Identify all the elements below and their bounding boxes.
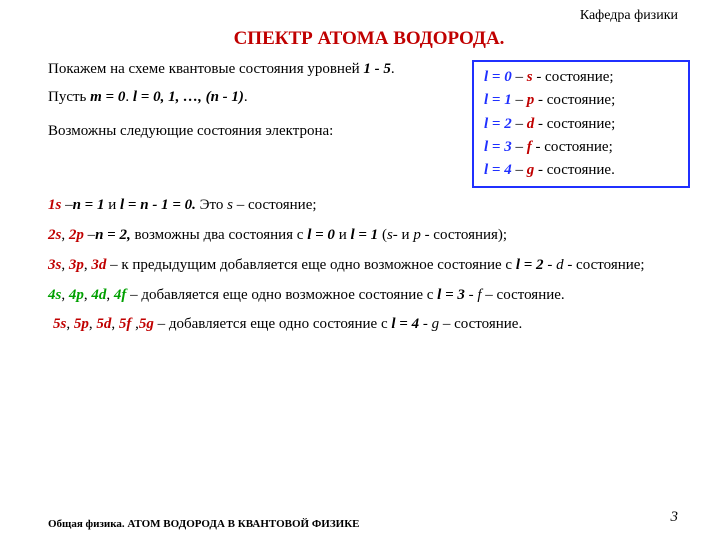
dash: – — [512, 92, 527, 108]
term: 4p — [69, 287, 84, 303]
l-eq: l = 4 — [391, 316, 419, 332]
l-eq: l = 2 — [516, 257, 544, 273]
l-range: l = 0, 1, …, (n - 1) — [133, 89, 244, 105]
text: возможны два состояния с — [131, 227, 307, 243]
text: и — [104, 197, 120, 213]
term: 3p — [69, 257, 84, 273]
box-row-d: l = 2 – d - состояние; — [484, 113, 678, 136]
states-box: l = 0 – s - состояние; l = 1 – p - состо… — [472, 60, 690, 188]
text: , — [66, 316, 74, 332]
state-text: - состояние; — [533, 69, 614, 85]
box-row-s: l = 0 – s - состояние; — [484, 66, 678, 89]
l-value: l = 1 — [484, 92, 512, 108]
l-value: l = 0 — [484, 69, 512, 85]
state-letter: p — [413, 227, 421, 243]
text: – к предыдущим добавляется еще одно возм… — [106, 257, 516, 273]
slide-title: СПЕКТР АТОМА ВОДОРОДА. — [48, 28, 690, 50]
slide-page: Кафедра физики СПЕКТР АТОМА ВОДОРОДА. По… — [0, 0, 720, 540]
l-eq: l = 3 — [437, 287, 465, 303]
term: 2s — [48, 227, 61, 243]
text: . — [125, 89, 133, 105]
l-eq: l = 1 — [350, 227, 378, 243]
n-eq: n = 2, — [95, 227, 131, 243]
range: 1 - 5 — [363, 61, 391, 77]
dash: – — [512, 162, 527, 178]
l-eq: l = 0 — [307, 227, 335, 243]
text: . — [244, 89, 248, 105]
text: ( — [378, 227, 387, 243]
text: , — [106, 287, 114, 303]
text: – — [84, 227, 95, 243]
text: , — [61, 257, 69, 273]
text: Это — [196, 197, 227, 213]
line-1s: 1s –n = 1 и l = n - 1 = 0. Это s – состо… — [48, 196, 690, 216]
text: - — [465, 287, 478, 303]
state-text: - состояние. — [534, 162, 615, 178]
term: 1s — [48, 197, 61, 213]
term: 5d — [96, 316, 111, 332]
term: 5s — [53, 316, 66, 332]
term: 5g — [139, 316, 154, 332]
dash: – — [512, 116, 527, 132]
l-eq: l = n - 1 = 0. — [120, 197, 196, 213]
intro-text: Покажем на схеме квантовые состояния уро… — [48, 60, 454, 149]
text: – добавляется еще одно возможное состоян… — [126, 287, 437, 303]
intro-p3: Возможны следующие состояния электрона: — [48, 122, 454, 142]
text: , — [131, 316, 139, 332]
text: - состояния); — [421, 227, 507, 243]
text: – состояние. — [439, 316, 522, 332]
footer-course: Общая физика. АТОМ ВОДОРОДА В КВАНТОВОЙ … — [48, 518, 360, 530]
term: 2p — [69, 227, 84, 243]
state-letter: g — [432, 316, 440, 332]
text: и — [335, 227, 351, 243]
text: - состояние; — [564, 257, 645, 273]
term: 4s — [48, 287, 61, 303]
line-3spd: 3s, 3p, 3d – к предыдущим добавляется ещ… — [48, 256, 690, 276]
line-4spdf: 4s, 4p, 4d, 4f – добавляется еще одно во… — [48, 286, 690, 306]
line-2sp: 2s, 2p –n = 2, возможны два состояния с … — [48, 226, 690, 246]
l-value: l = 4 — [484, 162, 512, 178]
l-value: l = 2 — [484, 116, 512, 132]
term: 5p — [74, 316, 89, 332]
term: 4f — [114, 287, 127, 303]
top-row: Покажем на схеме квантовые состояния уро… — [48, 60, 690, 188]
intro-p1: Покажем на схеме квантовые состояния уро… — [48, 60, 454, 80]
state-text: - состояние; — [532, 139, 613, 155]
n-eq: n = 1 — [73, 197, 105, 213]
text: - и — [393, 227, 414, 243]
term: 4d — [91, 287, 106, 303]
text: – состояние; — [233, 197, 317, 213]
states-detail: 1s –n = 1 и l = n - 1 = 0. Это s – состо… — [48, 196, 690, 335]
dash: – — [512, 139, 527, 155]
state-text: - состояние; — [534, 116, 615, 132]
box-row-g: l = 4 – g - состояние. — [484, 159, 678, 182]
text: Покажем на схеме квантовые состояния уро… — [48, 61, 363, 77]
term: 3d — [91, 257, 106, 273]
state-text: - состояние; — [534, 92, 615, 108]
text: , — [61, 227, 69, 243]
intro-p2: Пусть m = 0. l = 0, 1, …, (n - 1). — [48, 88, 454, 108]
text: , — [111, 316, 119, 332]
text: - — [544, 257, 557, 273]
text: – состояние. — [482, 287, 565, 303]
state-letter: d — [556, 257, 564, 273]
dash: – — [512, 69, 527, 85]
line-5spdfg: 5s, 5p, 5d, 5f ,5g – добавляется еще одн… — [48, 315, 690, 335]
m-eq: m = 0 — [90, 89, 125, 105]
box-row-p: l = 1 – p - состояние; — [484, 89, 678, 112]
page-number: 3 — [671, 509, 679, 526]
term: 3s — [48, 257, 61, 273]
text: – добавляется еще одно состояние с — [154, 316, 392, 332]
text: - — [419, 316, 432, 332]
text: Пусть — [48, 89, 90, 105]
box-row-f: l = 3 – f - состояние; — [484, 136, 678, 159]
department-label: Кафедра физики — [580, 8, 678, 24]
term: 5f — [119, 316, 132, 332]
text: . — [391, 61, 395, 77]
l-value: l = 3 — [484, 139, 512, 155]
text: , — [61, 287, 69, 303]
text: – — [61, 197, 72, 213]
